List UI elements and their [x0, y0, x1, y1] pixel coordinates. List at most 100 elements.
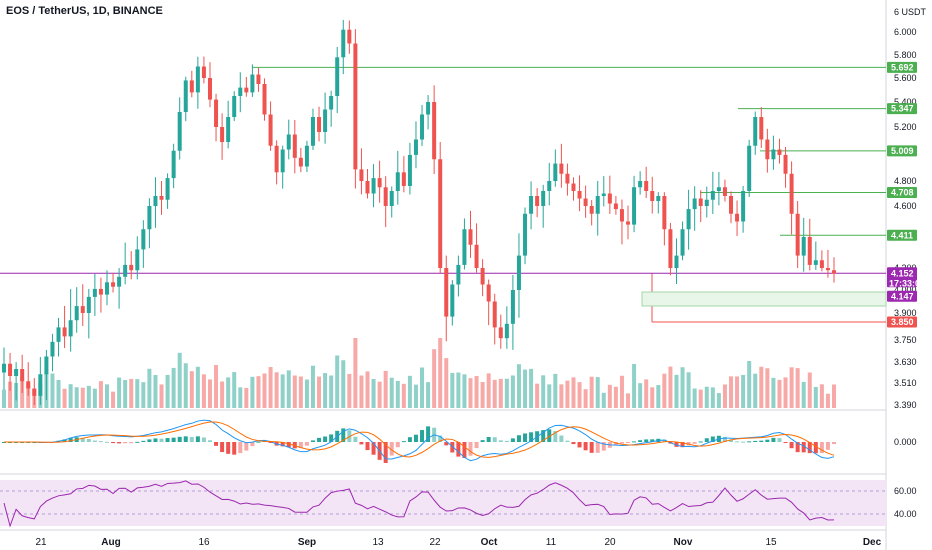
volume-bar — [601, 392, 606, 408]
macd-histogram-bar — [638, 440, 643, 442]
price-tick-label: 4.600 — [894, 201, 917, 211]
candle-body — [147, 206, 152, 230]
candle-body — [674, 255, 679, 268]
macd-histogram-bar — [801, 442, 806, 453]
candle-body — [238, 87, 243, 96]
volume-bar — [232, 372, 237, 408]
price-tag — [887, 316, 917, 328]
candle-body — [80, 306, 85, 313]
macd-histogram-bar — [232, 442, 237, 455]
time-tick-label: 13 — [372, 537, 384, 548]
macd-tick-label: 0.000 — [894, 437, 917, 447]
rsi-panel: 60.00 40.00 — [3, 480, 917, 528]
time-tick-label: 11 — [546, 537, 557, 548]
macd-histogram-bar — [238, 442, 243, 454]
volume-bar — [795, 368, 800, 408]
candle-body — [741, 191, 746, 222]
candle-body — [686, 209, 691, 230]
macd-histogram-bar — [589, 442, 594, 453]
candle-body — [529, 196, 534, 214]
volume-bar — [698, 389, 703, 408]
volume-bar — [117, 377, 122, 408]
candle-body — [420, 114, 425, 140]
candle-body — [704, 199, 709, 206]
time-tick-label: Oct — [481, 537, 498, 548]
candle-body — [819, 260, 824, 268]
volume-bar — [286, 370, 291, 408]
macd-histogram-bar — [729, 439, 734, 442]
macd-histogram-bar — [98, 441, 103, 443]
volume-bar — [765, 368, 770, 408]
macd-histogram-bar — [62, 439, 67, 442]
volume-bar — [801, 381, 806, 408]
volume-bar — [783, 377, 788, 408]
volume-bar — [735, 376, 740, 408]
candle-body — [38, 374, 43, 396]
macd-histogram-bar — [819, 442, 824, 453]
volume-bar — [807, 372, 812, 408]
volume-bar — [226, 377, 231, 408]
price-tag-label: 5.009 — [891, 146, 914, 156]
volume-bar — [813, 386, 818, 408]
macd-histogram-bar — [559, 435, 564, 442]
macd-histogram-bar — [832, 442, 836, 445]
candle-body — [710, 191, 715, 200]
candle-body — [268, 114, 273, 146]
volume-bar — [553, 373, 558, 408]
macd-histogram-bar — [813, 442, 818, 454]
candle-body — [44, 356, 49, 375]
macd-histogram-bar — [516, 435, 521, 442]
macd-histogram-bar — [177, 436, 182, 442]
candle-body — [807, 237, 812, 265]
macd-histogram-bar — [644, 439, 649, 442]
candle-body — [547, 181, 552, 191]
candle-body — [438, 159, 443, 268]
candle-body — [304, 145, 309, 167]
macd-histogram-bar — [632, 441, 637, 443]
macd-histogram-bar — [735, 441, 740, 443]
candle-body — [541, 191, 546, 206]
macd-histogram-bar — [317, 437, 322, 442]
macd-histogram-bar — [329, 434, 334, 442]
macd-histogram-bar — [450, 442, 455, 453]
volume-bar — [365, 371, 370, 408]
volume-bar — [2, 389, 6, 408]
candle-body — [480, 268, 485, 285]
macd-histogram-bar — [704, 438, 709, 442]
macd-histogram-bar — [438, 435, 443, 442]
price-tag-label: 4.411 — [891, 230, 913, 240]
macd-histogram-bar — [123, 442, 128, 444]
candle-body — [353, 43, 358, 170]
macd-histogram-bar — [759, 440, 764, 442]
candle-body — [226, 117, 231, 142]
macd-histogram-bar — [777, 438, 782, 442]
macd-histogram-bar — [626, 442, 631, 443]
volume-bar — [274, 372, 279, 408]
volume-bar — [432, 349, 437, 408]
macd-histogram-bar — [244, 442, 249, 451]
volume-bar — [183, 363, 188, 408]
volume-bar — [329, 375, 334, 408]
candle-body — [389, 191, 394, 206]
candle-body — [516, 255, 521, 290]
price-tick-label: 5.600 — [894, 73, 917, 83]
rsi-tick-label: 40.00 — [894, 509, 917, 519]
price-tag — [887, 103, 917, 115]
macd-histogram-bar — [444, 442, 449, 446]
volume-bar — [456, 372, 461, 408]
price-tick-label: 3.750 — [894, 335, 917, 345]
macd-histogram-bar — [407, 437, 412, 442]
candle-body — [165, 178, 170, 200]
candle-body — [371, 178, 376, 194]
price-tick-label: 5.400 — [894, 97, 917, 107]
candle-body — [498, 327, 503, 339]
candle-body — [14, 369, 19, 376]
volume-bar — [244, 387, 249, 408]
volume-bar — [565, 380, 570, 408]
volume-bar — [250, 376, 255, 408]
time-axis[interactable]: 21 Aug 16 Sep 13 22 Oct 11 20 Nov 15 Dec — [35, 537, 881, 548]
candle-body — [123, 264, 128, 277]
candle-body — [92, 288, 97, 297]
time-tick-label: Sep — [298, 537, 316, 548]
